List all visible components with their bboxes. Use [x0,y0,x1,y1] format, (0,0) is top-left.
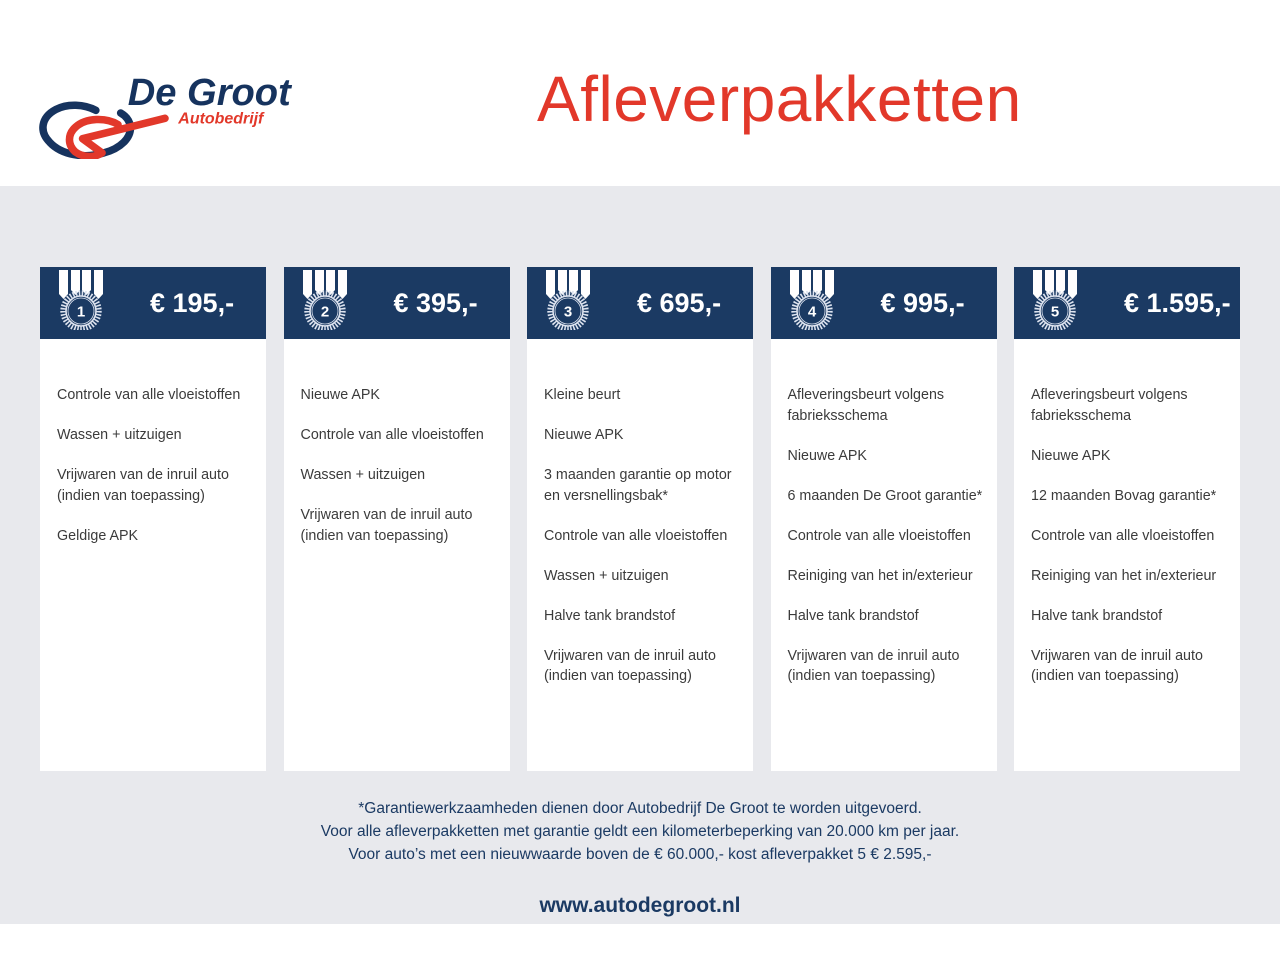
svg-text:3: 3 [564,304,572,321]
svg-text:1: 1 [77,304,85,321]
svg-text:De Groot: De Groot [128,71,292,114]
svg-text:5: 5 [1051,304,1059,321]
svg-text:2: 2 [320,304,328,321]
svg-text:4: 4 [807,304,816,321]
svg-text:Autobedrijf: Autobedrijf [177,111,265,128]
